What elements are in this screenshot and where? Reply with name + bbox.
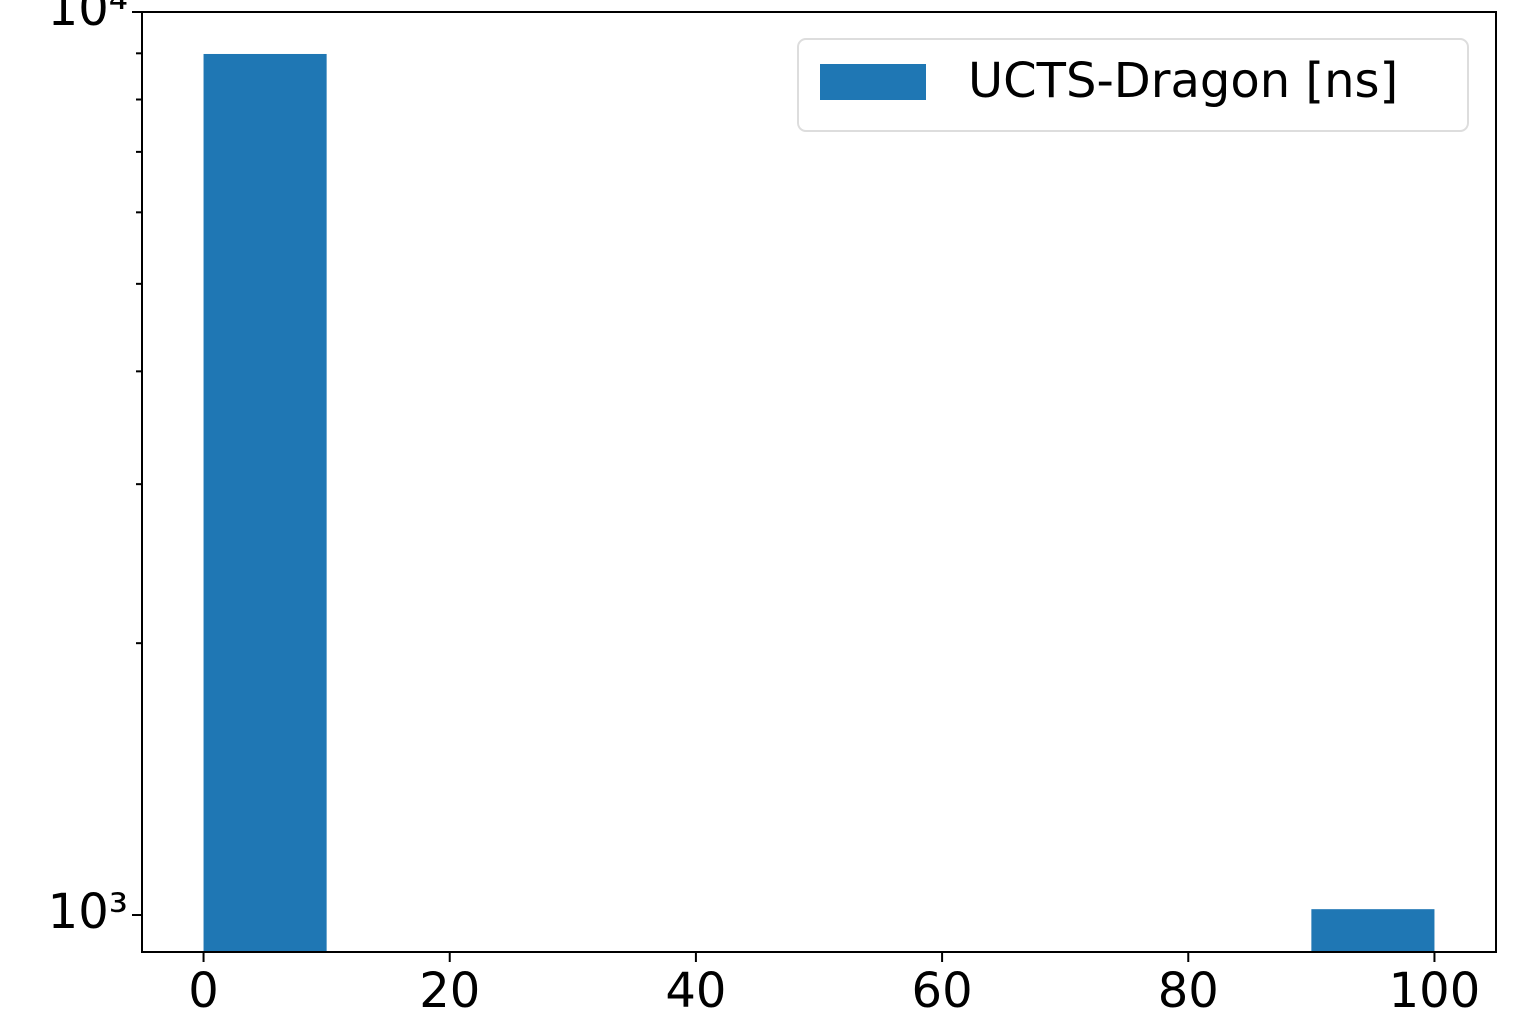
bar	[203, 53, 327, 952]
bar	[1311, 909, 1435, 952]
x-tick-label: 20	[419, 963, 480, 1019]
y-tick-label: 10⁴	[48, 0, 128, 37]
x-tick-label: 80	[1158, 963, 1219, 1019]
legend-label: UCTS-Dragon [ns]	[968, 53, 1398, 109]
legend-box	[797, 38, 1469, 132]
plot-frame	[141, 11, 1497, 953]
x-tick-label: 100	[1389, 963, 1481, 1019]
x-tick-label: 0	[188, 963, 219, 1019]
x-tick-label: 60	[912, 963, 973, 1019]
y-tick-label: 10³	[48, 884, 128, 940]
legend-swatch	[820, 64, 926, 100]
x-tick-label: 40	[665, 963, 726, 1019]
